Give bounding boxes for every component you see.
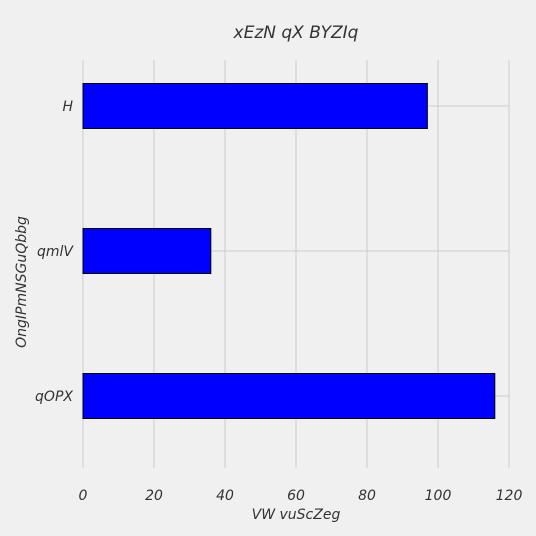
x-tick-label: 0 (79, 488, 88, 504)
x-tick-label: 100 (425, 488, 452, 504)
chart-title: xEzN qX BYZIq (233, 23, 359, 43)
x-axis-label: VW vuScZeg (252, 507, 341, 523)
x-tick-label: 40 (216, 488, 234, 504)
x-tick-label: 20 (145, 488, 163, 504)
x-tick-label: 120 (496, 488, 523, 504)
y-axis-label: OngIPmNSGuQbbg (14, 216, 30, 348)
x-tick-label: 80 (358, 488, 376, 504)
bar-qmlV (83, 229, 211, 274)
y-tick-label: qmlV (37, 244, 74, 260)
y-tick-label: H (62, 99, 73, 115)
x-tick-label: 60 (287, 488, 305, 504)
bar-qOPX (83, 374, 495, 419)
x-tick-labels: 0 20 40 60 80 100 120 (79, 488, 523, 504)
bar-H (83, 84, 427, 129)
y-tick-label: qOPX (35, 389, 73, 405)
